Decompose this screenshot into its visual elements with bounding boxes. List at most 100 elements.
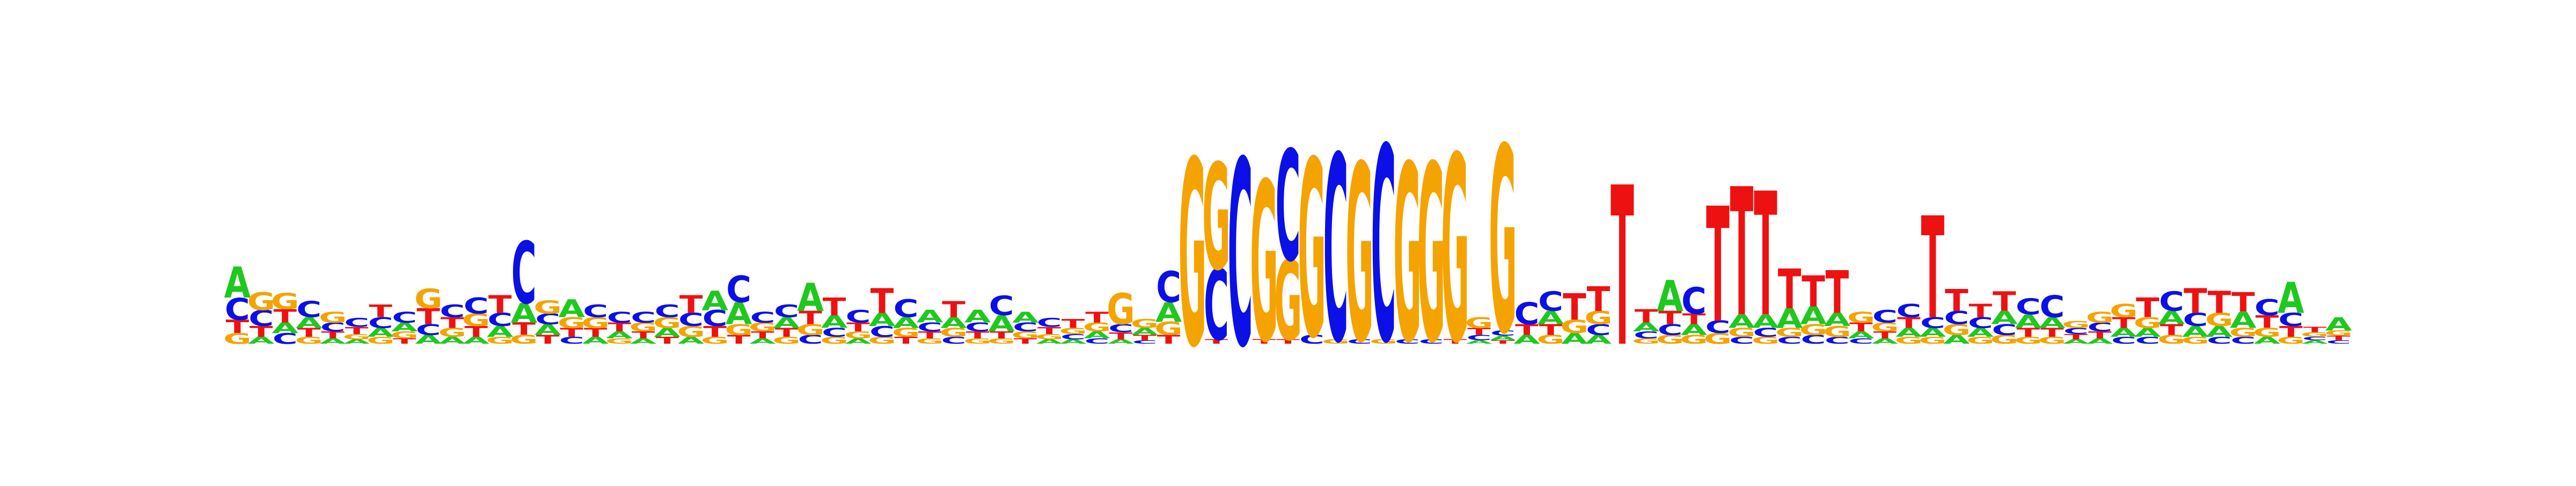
logo-letter-G: G — [2325, 329, 2353, 338]
logo-letter-A: A — [296, 314, 322, 331]
logo-letter-T: T — [2327, 335, 2351, 342]
logo-letter-C: C — [1466, 333, 1491, 342]
logo-letter-A: A — [1967, 325, 1994, 339]
logo-letter-A: A — [1848, 330, 1875, 341]
logo-letter-A: A — [1131, 326, 1158, 337]
logo-letter-C: C — [1276, 120, 1301, 296]
logo-letter-T: T — [966, 330, 990, 341]
logo-letter-T: T — [1444, 338, 1468, 345]
logo-letter-C: C — [798, 332, 823, 346]
logo-letter-G: G — [247, 288, 275, 316]
logo-letter-A: A — [535, 321, 561, 338]
logo-letter-T: T — [1587, 280, 1611, 320]
logo-letter-A: A — [224, 258, 251, 308]
logo-letter-A: A — [1060, 338, 1087, 345]
logo-letter-T: T — [1133, 333, 1157, 342]
logo-letter-C: C — [1013, 320, 1038, 334]
logo-letter-G: G — [701, 335, 729, 346]
logo-letter-C: C — [1920, 314, 1945, 331]
logo-letter-C: C — [392, 309, 417, 326]
logo-letter-T: T — [1635, 306, 1658, 327]
logo-letter-G: G — [749, 320, 777, 334]
logo-letter-G: G — [1059, 326, 1087, 336]
logo-letter-A: A — [2087, 337, 2113, 345]
logo-letter-C: C — [511, 225, 537, 324]
logo-letter-G: G — [1728, 325, 1756, 339]
logo-letter-G: G — [1274, 238, 1302, 365]
logo-letter-T: T — [1754, 157, 1777, 355]
logo-letter-T: T — [2065, 332, 2088, 341]
logo-letter-C: C — [464, 293, 489, 319]
logo-letter-C: C — [917, 320, 942, 334]
logo-letter-T: T — [655, 335, 679, 346]
logo-letter-G: G — [223, 330, 251, 347]
logo-letter-C: C — [2039, 289, 2065, 325]
logo-letter-C: C — [344, 316, 369, 330]
logo-letter-T: T — [441, 314, 464, 331]
logo-letter-A: A — [558, 295, 585, 323]
logo-letter-A: A — [2111, 325, 2138, 339]
logo-letter-G: G — [916, 337, 943, 345]
logo-letter-T: T — [2088, 330, 2112, 341]
logo-letter-A: A — [1752, 311, 1779, 332]
logo-letter-C: C — [2230, 335, 2256, 346]
logo-letter-C: C — [1944, 308, 1969, 329]
logo-letter-A: A — [845, 337, 872, 345]
logo-letter-A: A — [821, 312, 847, 332]
logo-letter-T: T — [512, 319, 536, 339]
logo-letter-C: C — [678, 309, 704, 331]
logo-letter-G: G — [1298, 110, 1326, 393]
logo-letter-T: T — [1611, 141, 1634, 396]
logo-letter-A: A — [2302, 339, 2329, 345]
logo-letter-G: G — [1107, 285, 1135, 334]
logo-letter-A: A — [630, 337, 657, 345]
logo-letter-T: T — [1515, 321, 1539, 338]
logo-letter-C: C — [1729, 335, 1754, 346]
logo-letter-C: C — [1634, 330, 1659, 341]
logo-letter-T: T — [1969, 300, 1993, 322]
logo-letter-T: T — [1491, 339, 1515, 345]
logo-letter-A: A — [797, 275, 824, 321]
logo-letter-G: G — [844, 330, 873, 341]
logo-letter-G: G — [486, 335, 514, 346]
logo-letter-A: A — [2230, 307, 2257, 333]
logo-letter-C: C — [1108, 322, 1133, 335]
logo-letter-A: A — [439, 335, 466, 346]
logo-letter-A: A — [892, 314, 919, 331]
logo-letter-G: G — [868, 335, 896, 346]
logo-letter-C: C — [1801, 332, 1826, 346]
logo-letter-G: G — [2253, 325, 2281, 339]
logo-letter-G: G — [390, 330, 419, 341]
logo-letter-G: G — [1179, 107, 1207, 404]
logo-letter-G: G — [1584, 308, 1612, 329]
logo-letter-A: A — [1466, 339, 1492, 345]
logo-letter-A: A — [1513, 332, 1540, 346]
logo-stacks: GTCAATCGCATGGTACATCGAGTCGACTTGACACTGAGTC… — [223, 91, 2353, 404]
logo-letter-T: T — [2303, 325, 2326, 334]
logo-letter-C: C — [440, 301, 465, 321]
logo-letter-C: C — [989, 291, 1014, 322]
logo-letter-C: C — [368, 314, 393, 331]
logo-letter-G: G — [940, 325, 968, 339]
logo-letter-T: T — [1849, 320, 1873, 334]
logo-letter-T: T — [1993, 286, 2016, 317]
logo-letter-C: C — [1299, 332, 1324, 346]
logo-letter-T: T — [942, 297, 965, 323]
logo-letter-C: C — [1968, 314, 1993, 331]
logo-letter-G: G — [724, 321, 752, 338]
logo-letter-T: T — [1205, 338, 1229, 345]
logo-letter-C: C — [2016, 294, 2041, 320]
logo-letter-G: G — [653, 314, 681, 331]
logo-letter-A: A — [415, 332, 442, 346]
logo-letter-T: T — [345, 325, 369, 336]
logo-letter-A: A — [343, 338, 370, 345]
logo-letter-T: T — [1897, 314, 1921, 331]
logo-letter-C: C — [607, 309, 632, 326]
logo-letter-C: C — [1347, 338, 1372, 345]
logo-letter-C: C — [774, 301, 799, 321]
logo-letter-G: G — [987, 337, 1015, 345]
logo-letter-C: C — [1753, 325, 1778, 339]
logo-letter-C: C — [1514, 296, 1539, 332]
logo-letter-G: G — [1680, 332, 1708, 346]
